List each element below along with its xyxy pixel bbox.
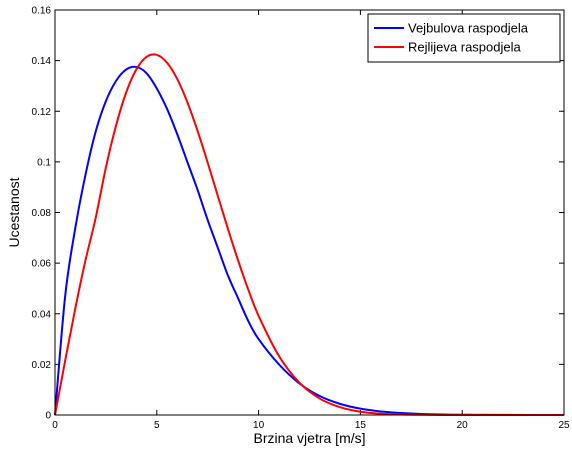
legend-entry-label: Vejbulova raspodjela: [408, 21, 529, 36]
y-tick-label: 0.1: [37, 157, 51, 168]
y-tick-label: 0.14: [32, 56, 52, 67]
x-tick-label: 0: [52, 420, 58, 431]
series-line-2: [54, 53, 564, 416]
legend-entry-label: Rejlijeva raspodjela: [408, 40, 521, 55]
plot-area: [55, 10, 564, 415]
x-tick-label: 20: [457, 420, 469, 431]
y-tick-label: 0.08: [32, 208, 52, 219]
x-tick-label: 10: [253, 420, 265, 431]
series-line-1: [54, 65, 565, 416]
y-tick-label: 0.02: [32, 360, 52, 371]
x-axis-label: Brzina vjetra [m/s]: [253, 430, 365, 446]
y-tick-label: 0.04: [32, 309, 52, 320]
y-axis-ticks: 0 0.02 0.04 0.06 0.08 0.1 0.12 0.14 0.16: [32, 6, 564, 422]
x-tick-label: 15: [355, 420, 367, 431]
y-tick-label: 0.16: [32, 6, 52, 17]
x-tick-label: 25: [558, 420, 570, 431]
legend: Vejbulova raspodjela Rejlijeva raspodjela: [367, 13, 561, 63]
y-axis-label: Ucestanost: [6, 177, 22, 247]
y-tick-label: 0: [45, 411, 51, 422]
legend-box: [367, 13, 561, 63]
y-tick-label: 0.12: [32, 107, 52, 118]
y-tick-label: 0.06: [32, 259, 52, 270]
series-layer: [54, 53, 565, 416]
plot-frame: [54, 9, 565, 416]
x-tick-label: 5: [154, 420, 160, 431]
